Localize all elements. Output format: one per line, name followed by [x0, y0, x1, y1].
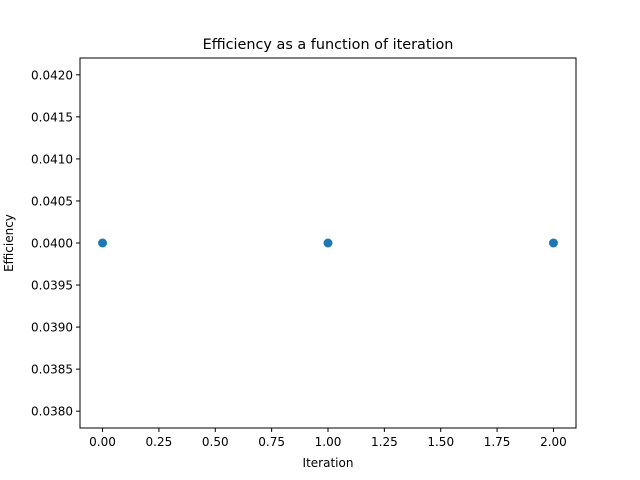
y-tick-label: 0.0410: [31, 152, 73, 166]
data-point: [98, 238, 108, 248]
x-tick-label: 1.25: [371, 435, 398, 449]
y-tick-label: 0.0380: [31, 405, 73, 419]
x-axis-label: Iteration: [303, 456, 354, 470]
x-tick-label: 1.50: [427, 435, 454, 449]
y-tick-label: 0.0400: [31, 237, 73, 251]
x-tick-label: 0.50: [202, 435, 229, 449]
x-tick-label: 0.75: [258, 435, 285, 449]
x-axis-ticks: 0.00 0.25 0.50 0.75 1.00 1.25 1.50 1.75 2.00: [89, 428, 567, 449]
x-tick-label: 1.75: [484, 435, 511, 449]
x-tick-label: 0.25: [146, 435, 173, 449]
plot-area-frame: [79, 57, 577, 429]
data-point: [323, 238, 333, 248]
x-tick-label: 0.00: [89, 435, 116, 449]
y-tick-label: 0.0405: [31, 194, 73, 208]
y-tick-label: 0.0415: [31, 110, 73, 124]
y-tick-label: 0.0390: [31, 321, 73, 335]
y-tick-label: 0.0395: [31, 279, 73, 293]
data-points: [98, 238, 558, 248]
x-tick-label: 1.00: [315, 435, 342, 449]
x-tick-label: 2.00: [540, 435, 567, 449]
y-axis-label: Efficiency: [2, 214, 16, 272]
y-tick-label: 0.0420: [31, 68, 73, 82]
data-point: [548, 238, 558, 248]
y-tick-label: 0.0385: [31, 363, 73, 377]
y-axis-ticks: 0.0380 0.0385 0.0390 0.0395 0.0400 0.0405 0.04…: [31, 68, 80, 419]
chart-title: Efficiency as a function of iteration: [203, 37, 454, 53]
